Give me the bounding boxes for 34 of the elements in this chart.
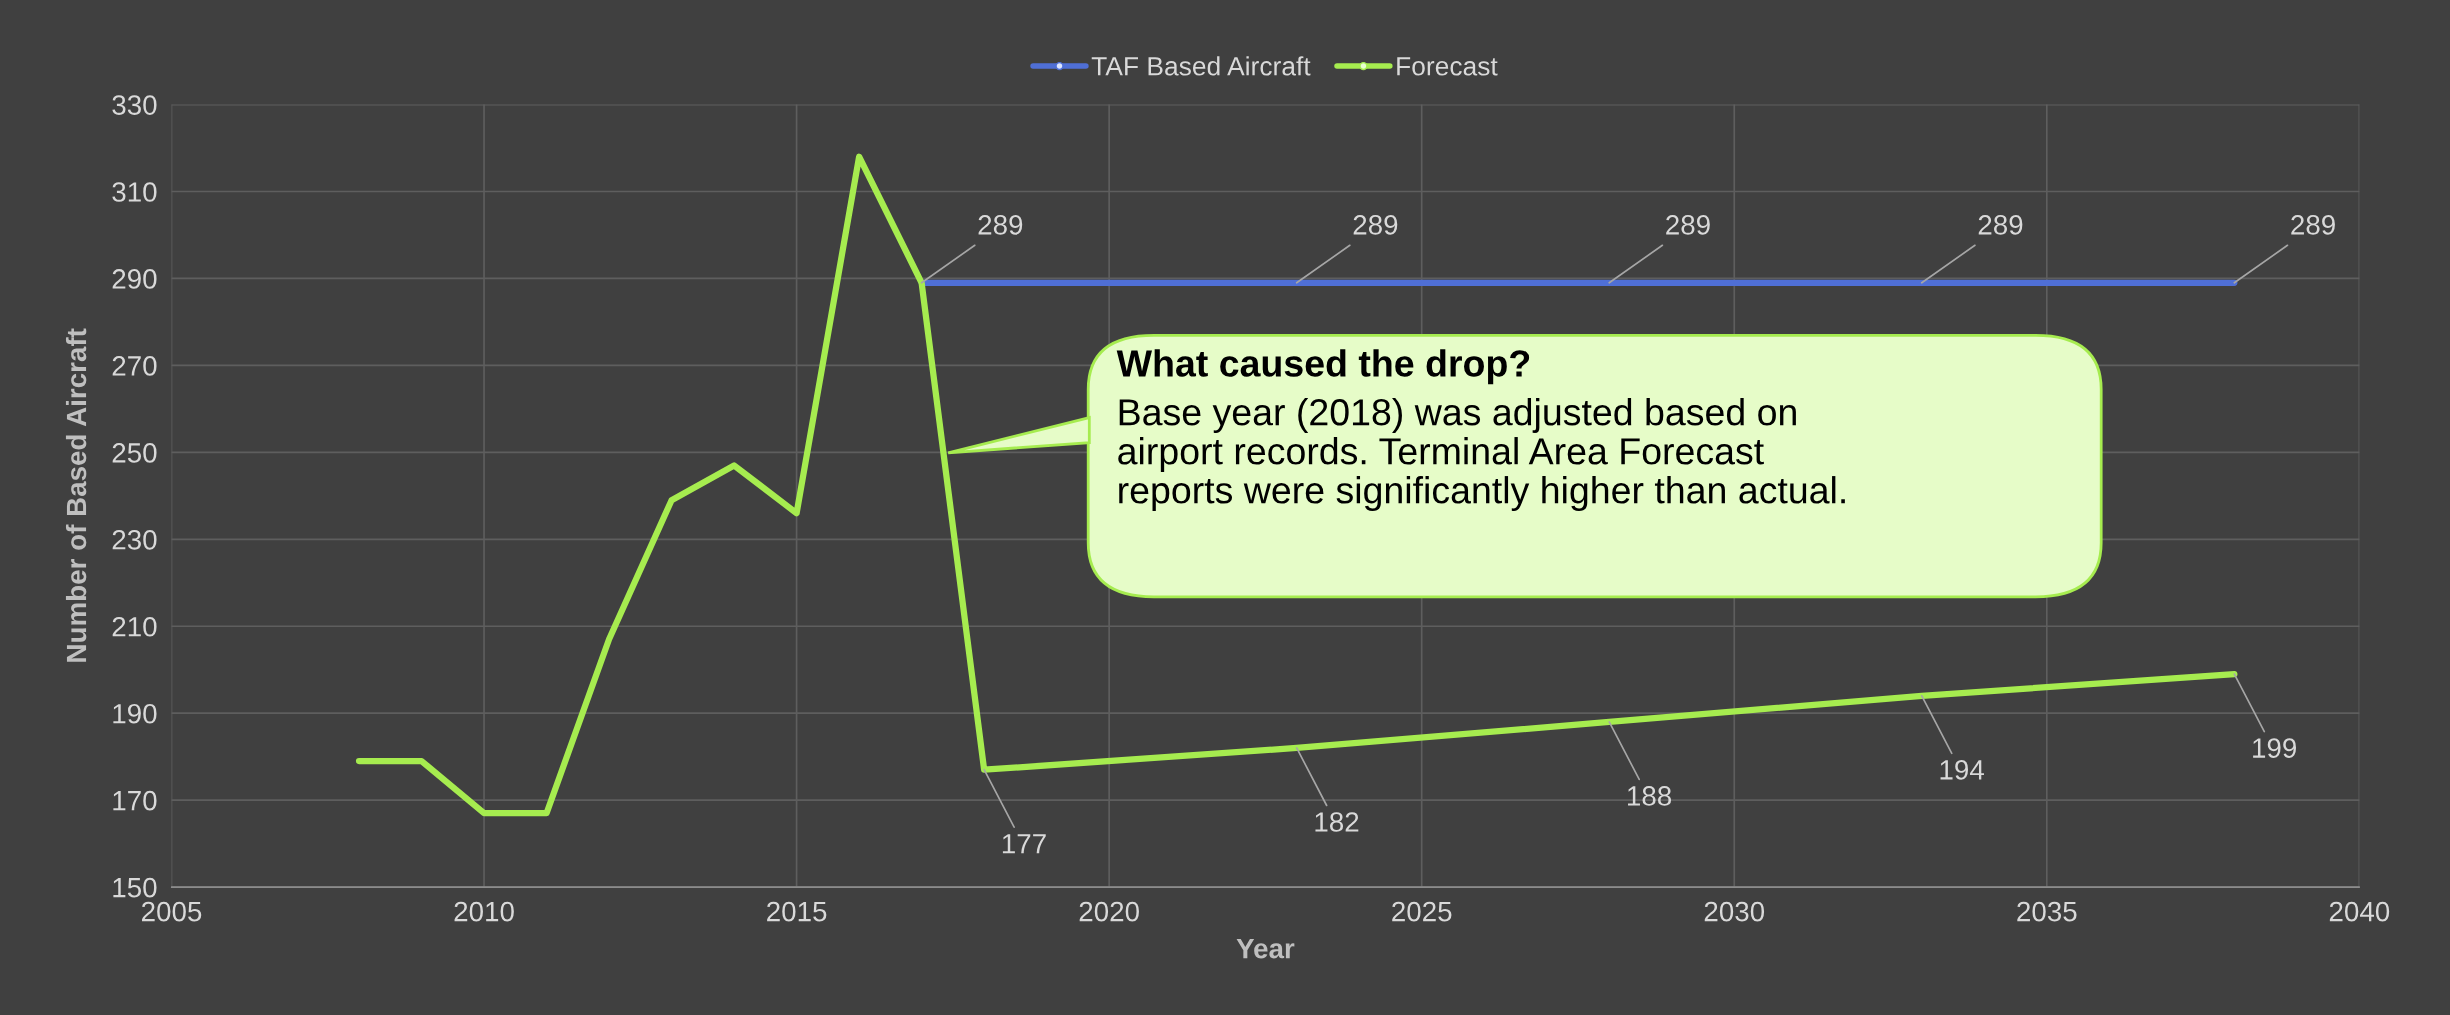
y-tick-label: 150 — [113, 877, 157, 898]
y-tick-label: 250 — [112, 443, 157, 463]
data-label: 289 — [1978, 215, 2023, 235]
y-tick-label: 170 — [113, 790, 157, 811]
data-label: 289 — [1666, 215, 1710, 235]
data-label: 199 — [2253, 738, 2297, 758]
y-axis-title: Number of Based Aircraft — [65, 328, 87, 662]
x-tick-label: 2015 — [767, 901, 827, 922]
y-tick-label: 330 — [112, 95, 157, 115]
data-label: 289 — [2291, 215, 2335, 235]
data-label: 194 — [1940, 759, 1984, 780]
data-label: 289 — [978, 215, 1023, 235]
y-tick-label: 210 — [112, 616, 157, 637]
y-tick-label: 310 — [112, 182, 157, 202]
data-label: 182 — [1315, 812, 1359, 832]
y-tick-label: 230 — [112, 529, 157, 550]
x-tick-label: 2020 — [1079, 901, 1139, 922]
x-tick-label: 2030 — [1704, 901, 1765, 922]
y-tick-label: 270 — [112, 356, 157, 376]
legend-label: Forecast — [1397, 57, 1498, 76]
y-tick-label: 290 — [112, 269, 157, 289]
legend-label: TAF Based Aircraft — [1091, 56, 1311, 76]
x-tick-label: 2025 — [1392, 901, 1452, 922]
y-tick-label: 190 — [113, 703, 157, 724]
annotation: What caused the drop? — [1116, 349, 1530, 385]
x-tick-label: 2005 — [142, 901, 202, 922]
x-tick-label: 2035 — [2017, 901, 2077, 922]
x-tick-label: 2040 — [2329, 901, 2390, 922]
annotation: Base year (2018) was adjusted based on airport records. Terminal Area Forecast reports were significantly higher than actual. — [1118, 398, 1845, 512]
data-label: 177 — [1002, 834, 1046, 854]
x-axis-title: Year — [1236, 939, 1295, 959]
x-tick-label: 2010 — [454, 901, 514, 922]
data-label: 188 — [1628, 786, 1672, 806]
data-label: 289 — [1353, 215, 1398, 235]
